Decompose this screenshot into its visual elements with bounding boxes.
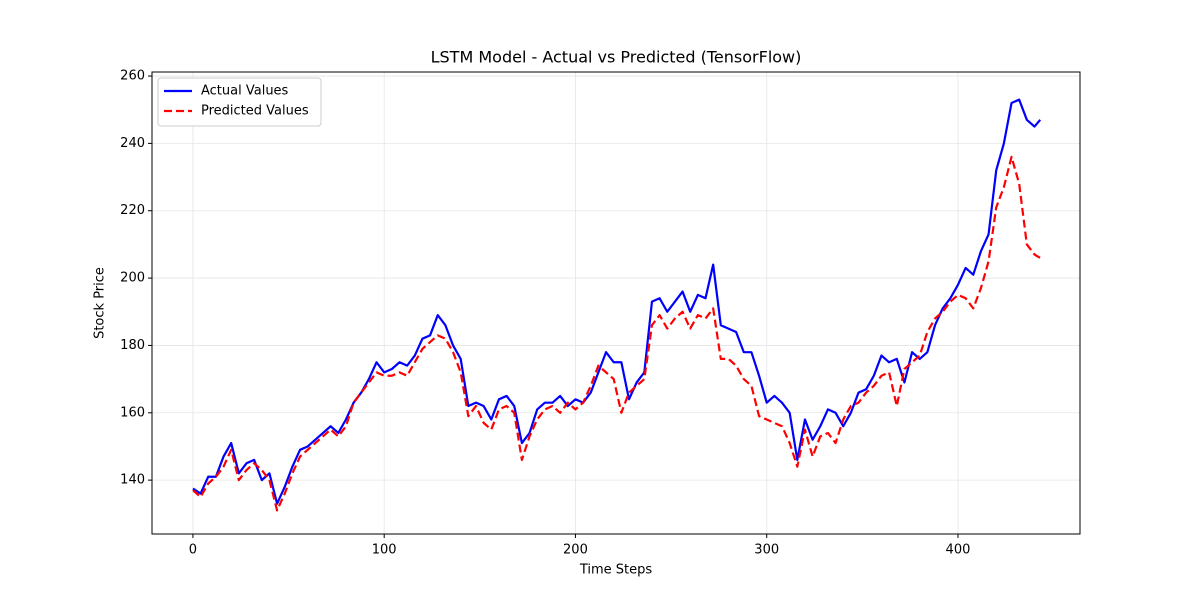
x-axis-label: Time Steps <box>579 563 653 578</box>
chart-title: LSTM Model - Actual vs Predicted (Tensor… <box>431 48 802 67</box>
x-tick-label: 0 <box>189 543 197 558</box>
x-tick-label: 400 <box>946 543 971 558</box>
x-tick-label: 200 <box>563 543 588 558</box>
legend-label: Actual Values <box>201 84 289 99</box>
legend-box <box>157 77 322 127</box>
y-tick-label: 240 <box>120 136 145 151</box>
data-line <box>192 155 1041 512</box>
y-tick-label: 220 <box>120 203 145 218</box>
y-tick-label: 160 <box>120 405 145 420</box>
legend-label: Predicted Values <box>201 104 309 119</box>
y-tick-label: 260 <box>120 69 145 84</box>
y-tick-label: 200 <box>120 271 145 286</box>
x-tick-label: 300 <box>754 543 779 558</box>
x-tick-label: 100 <box>372 543 397 558</box>
plot-frame <box>151 71 1081 535</box>
y-tick-label: 180 <box>120 338 145 353</box>
y-axis-label: Stock Price <box>93 267 108 339</box>
y-tick-label: 140 <box>120 473 145 488</box>
data-line <box>192 98 1042 505</box>
